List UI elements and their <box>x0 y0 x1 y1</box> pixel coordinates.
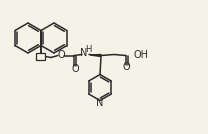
Polygon shape <box>90 55 101 57</box>
Text: O: O <box>122 62 130 72</box>
FancyBboxPatch shape <box>36 53 46 60</box>
Text: O: O <box>57 51 65 60</box>
Text: N: N <box>96 98 104 109</box>
Text: N: N <box>80 47 88 57</box>
Text: O: O <box>71 64 79 74</box>
Text: H: H <box>85 46 91 55</box>
Text: OH: OH <box>134 49 149 59</box>
